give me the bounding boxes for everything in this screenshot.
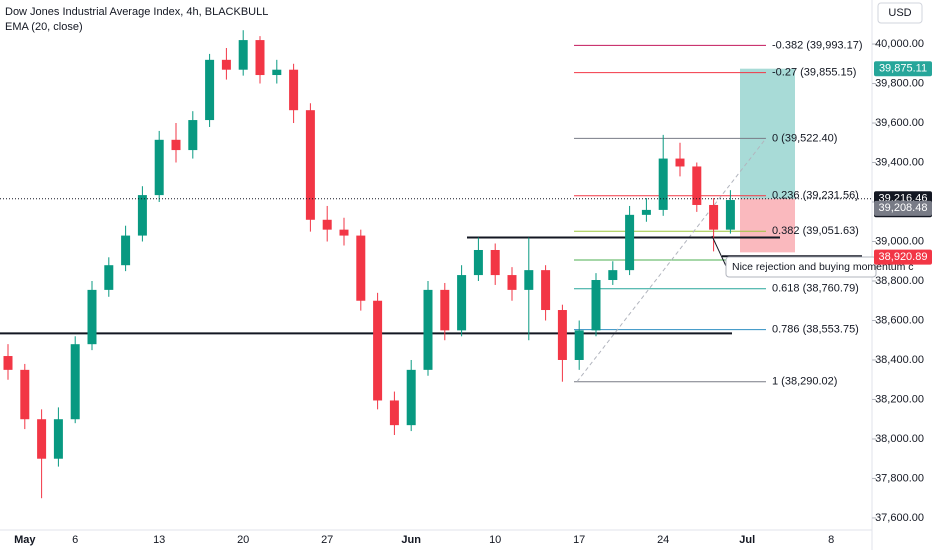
candle-body [188, 120, 198, 151]
fib-label: 0.236 (39,231.56) [772, 190, 859, 202]
candle-body [725, 200, 735, 230]
candle-body [289, 69, 299, 111]
candle-body [557, 310, 567, 360]
x-tick-label: 17 [573, 534, 585, 546]
candle-body [171, 139, 181, 151]
fib-label: 1 (38,290.02) [772, 376, 837, 388]
price-tag [874, 200, 932, 216]
candle-body [625, 214, 635, 271]
candle-body [255, 40, 265, 76]
price-tag [874, 61, 932, 77]
y-tick-label: 39,800.00 [875, 77, 924, 89]
currency-button[interactable] [877, 2, 923, 24]
candle-body [389, 400, 399, 426]
candle-body [473, 249, 483, 276]
fib-label: 0.382 (39,051.63) [772, 225, 859, 237]
candle-body [137, 195, 147, 236]
x-tick-label: 6 [72, 534, 78, 546]
candle-body [608, 270, 618, 281]
indicator-label: EMA (20, close) [5, 21, 83, 33]
candle-body [457, 275, 467, 331]
candle-body [490, 249, 500, 276]
candle-body [524, 270, 534, 290]
candle-body [591, 280, 601, 331]
candle-body [641, 209, 651, 215]
candle-body [356, 235, 366, 301]
candle-body [37, 419, 47, 459]
price-tag-label: 39,208.48 [879, 202, 928, 214]
candle-body [658, 158, 668, 210]
candle-body [675, 158, 685, 167]
candle-body [87, 289, 97, 345]
price-tag [874, 249, 932, 265]
candle-body [574, 330, 584, 360]
annotation-leader [711, 235, 727, 267]
annotation-box [725, 256, 877, 278]
candle-body [20, 369, 30, 420]
fib-label: -0.382 (39,993.17) [772, 39, 863, 51]
candle-body [423, 289, 433, 370]
y-tick-label: 39,600.00 [875, 117, 924, 129]
x-tick-label: May [14, 534, 36, 546]
currency[interactable]: USD [888, 7, 911, 19]
y-tick-label: 38,400.00 [875, 354, 924, 366]
candle-body [541, 270, 551, 311]
fib-label: -0.27 (39,855.15) [772, 67, 856, 79]
candle-body [121, 235, 131, 266]
annotation: Nice rejection and buying momentum c [732, 261, 914, 273]
price-tag-label: 38,920.89 [879, 251, 928, 263]
y-tick-label: 38,600.00 [875, 314, 924, 326]
candle-body [440, 289, 450, 331]
candle-body [53, 419, 63, 459]
x-tick-label: 24 [657, 534, 669, 546]
candle-body [272, 69, 282, 76]
y-tick-label: 39,400.00 [875, 156, 924, 168]
candle-body [3, 356, 13, 370]
y-tick-label: 37,600.00 [875, 512, 924, 524]
fib-label: 0.618 (38,760.79) [772, 283, 859, 295]
position-target [740, 68, 795, 199]
candle-body [709, 204, 719, 230]
candle-body [322, 219, 332, 230]
candle-body [339, 229, 349, 236]
y-tick-label: 38,000.00 [875, 433, 924, 445]
price-tag-label: 39,875.11 [879, 63, 927, 75]
x-tick-label: Jun [401, 534, 421, 546]
fib-label: 0.786 (38,553.75) [772, 324, 859, 336]
candle-body [221, 59, 231, 70]
y-tick-label: 38,800.00 [875, 275, 924, 287]
y-tick-label: 37,800.00 [875, 472, 924, 484]
fib-label: 0 (39,522.40) [772, 132, 837, 144]
candle-body [154, 139, 164, 196]
plot: -0.382 (39,993.17) -0.27 (39,855.15) 0 (39… [0, 30, 914, 499]
y-tick-label: 39,000.00 [875, 235, 924, 247]
x-tick-label: Jul [739, 534, 755, 546]
x-tick-label: 8 [828, 534, 834, 546]
candle-body [305, 110, 315, 220]
candle-body [238, 40, 248, 70]
x-tick-label: 20 [237, 534, 249, 546]
candle-body [70, 344, 80, 420]
candle-body [104, 265, 114, 290]
y-tick-label: 38,200.00 [875, 393, 924, 405]
candle-body [692, 166, 702, 205]
candle-body [373, 300, 383, 401]
x-tick-label: 13 [153, 534, 165, 546]
y-tick-label: 40,000.00 [875, 38, 924, 50]
position-stop [740, 198, 795, 253]
x-tick-label: 10 [489, 534, 501, 546]
x-tick-label: 27 [321, 534, 333, 546]
candle-body [205, 59, 215, 121]
fib-trend [576, 138, 767, 383]
candle-body [507, 275, 517, 290]
candle-body [406, 369, 416, 426]
chart-title: Dow Jones Industrial Average Index, 4h, … [5, 6, 268, 18]
